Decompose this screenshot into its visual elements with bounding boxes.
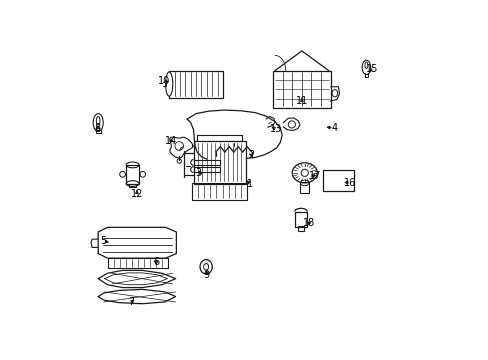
Text: 11: 11 [295,96,307,106]
Text: 5: 5 [100,236,106,246]
Text: 3: 3 [194,168,201,178]
Bar [294,212,306,226]
Text: 15: 15 [365,64,377,74]
Text: 2: 2 [248,150,254,160]
Bar [300,182,308,193]
Bar [126,165,139,184]
Text: 6: 6 [153,257,160,267]
Text: 17: 17 [309,171,321,181]
Bar [323,170,353,191]
Text: 9: 9 [203,270,209,280]
Bar [297,226,304,231]
Bar [193,140,245,184]
Bar [193,167,220,172]
Bar [273,71,330,108]
Text: 1: 1 [246,179,252,189]
Bar [96,130,101,134]
Text: 13: 13 [269,124,282,134]
Text: 14: 14 [164,136,177,145]
Text: 12: 12 [130,189,143,199]
Bar [169,71,223,98]
Ellipse shape [165,72,172,96]
Bar [107,258,167,268]
Text: 8: 8 [94,123,101,133]
Text: 16: 16 [344,177,356,188]
Text: 4: 4 [330,123,337,133]
Text: 10: 10 [157,76,170,86]
Bar [191,183,247,200]
Text: 7: 7 [128,297,134,307]
Text: 18: 18 [302,218,315,228]
Bar [193,159,220,165]
